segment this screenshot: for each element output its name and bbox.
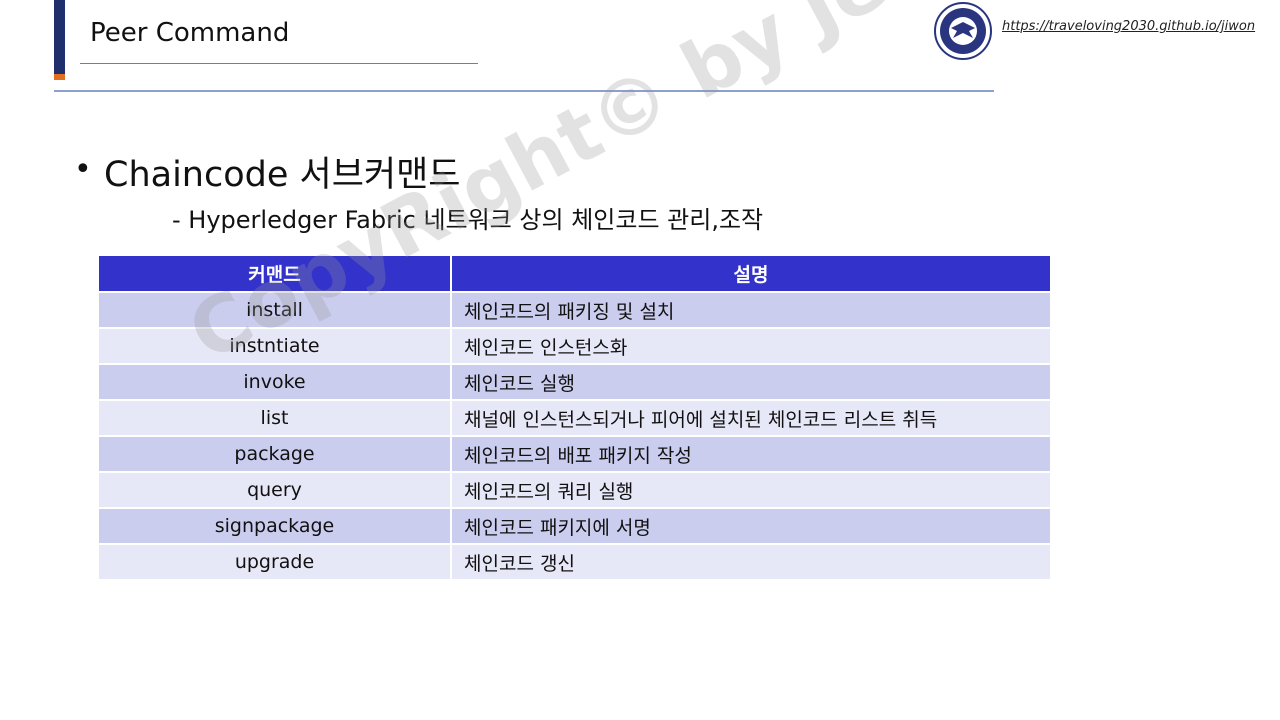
description-cell: 체인코드의 쿼리 실행 — [450, 471, 1052, 509]
command-cell: invoke — [97, 363, 452, 401]
command-cell: instntiate — [97, 327, 452, 365]
description-cell: 체인코드 패키지에 서명 — [450, 507, 1052, 545]
command-cell: upgrade — [97, 543, 452, 581]
description-cell: 채널에 인스턴스되거나 피어에 설치된 체인코드 리스트 취득 — [450, 399, 1052, 437]
table-row: query 체인코드의 쿼리 실행 — [97, 471, 1052, 509]
table-row: install 체인코드의 패키징 및 설치 — [97, 291, 1052, 329]
bullet-heading: Chaincode 서브커맨드 — [104, 155, 461, 195]
title-accent-bar — [54, 0, 65, 80]
command-table: 커맨드 설명 install 체인코드의 패키징 및 설치 instntiate… — [97, 254, 1052, 581]
university-emblem-icon — [934, 2, 992, 60]
command-cell: signpackage — [97, 507, 452, 545]
description-cell: 체인코드 인스턴스화 — [450, 327, 1052, 365]
description-cell: 체인코드의 패키징 및 설치 — [450, 291, 1052, 329]
command-cell: query — [97, 471, 452, 509]
table-row: list 채널에 인스턴스되거나 피어에 설치된 체인코드 리스트 취득 — [97, 399, 1052, 437]
header-divider — [54, 90, 994, 92]
bullet-marker: • — [74, 152, 92, 187]
column-header-description: 설명 — [450, 254, 1052, 293]
table-row: invoke 체인코드 실행 — [97, 363, 1052, 401]
site-link[interactable]: https://traveloving2030.github.io/jiwon — [1002, 19, 1256, 34]
command-cell: install — [97, 291, 452, 329]
table-row: instntiate 체인코드 인스턴스화 — [97, 327, 1052, 365]
slide-title: Peer Command — [90, 18, 290, 48]
table-row: upgrade 체인코드 갱신 — [97, 543, 1052, 581]
command-cell: package — [97, 435, 452, 473]
table-header-row: 커맨드 설명 — [97, 254, 1052, 293]
column-header-command: 커맨드 — [97, 254, 452, 293]
description-cell: 체인코드의 배포 패키지 작성 — [450, 435, 1052, 473]
sub-bullet-text: - Hyperledger Fabric 네트워크 상의 체인코드 관리,조작 — [172, 206, 764, 234]
table-row: signpackage 체인코드 패키지에 서명 — [97, 507, 1052, 545]
command-cell: list — [97, 399, 452, 437]
description-cell: 체인코드 실행 — [450, 363, 1052, 401]
title-underline — [80, 63, 478, 64]
table-row: package 체인코드의 배포 패키지 작성 — [97, 435, 1052, 473]
description-cell: 체인코드 갱신 — [450, 543, 1052, 581]
